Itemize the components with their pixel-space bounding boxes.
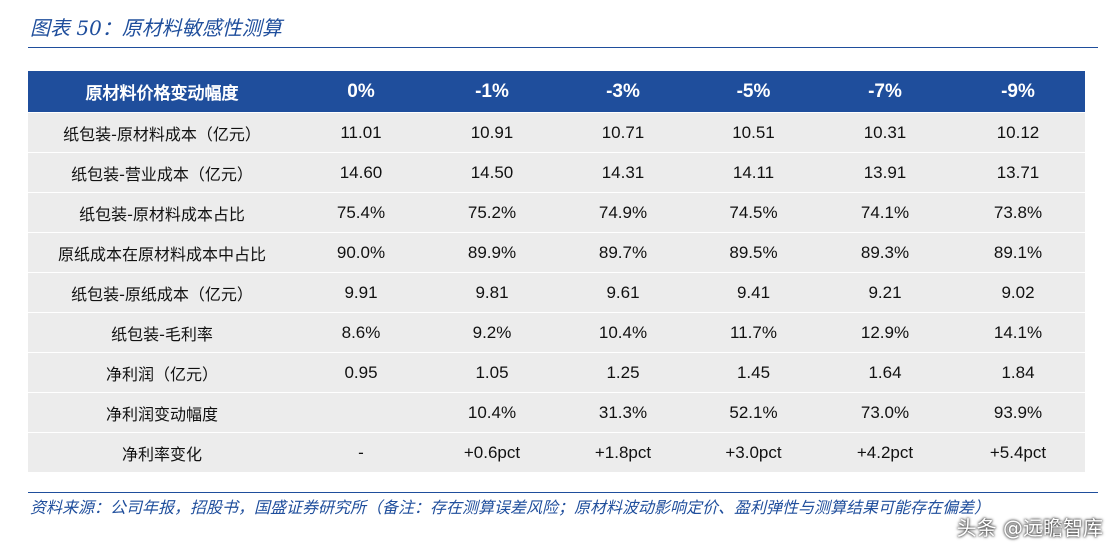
row-label: 净利润（亿元） [28,353,296,392]
table-cell: 89.7% [558,233,688,272]
table-row: 纸包装-毛利率 8.6% 9.2% 10.4% 11.7% 12.9% 14.1% [28,313,1085,352]
header-cell: -1% [426,71,558,112]
figure-title: 图表 50：原材料敏感性测算 [30,16,282,40]
table-cell: 31.3% [558,393,688,432]
row-label: 纸包装-原纸成本（亿元） [28,273,296,312]
header-cell: -3% [558,71,688,112]
table-cell: 73.0% [819,393,951,432]
table-cell: 89.1% [951,233,1085,272]
table-cell: 75.4% [296,193,426,232]
table-header-row: 原材料价格变动幅度 0% -1% -3% -5% -7% -9% [28,71,1085,112]
table-cell: 14.50 [426,153,558,192]
table-cell: 8.6% [296,313,426,352]
table-cell: 14.1% [951,313,1085,352]
row-label: 纸包装-毛利率 [28,313,296,352]
table-cell: - [296,433,426,472]
table-cell: 52.1% [688,393,819,432]
watermark: 头条 @远瞻智库 [956,516,1103,540]
table-cell: 90.0% [296,233,426,272]
table-cell: 10.31 [819,113,951,152]
table-cell: 93.9% [951,393,1085,432]
table-cell: +4.2pct [819,433,951,472]
table-cell: 9.02 [951,273,1085,312]
header-cell: -9% [951,71,1085,112]
table-row: 净利率变化 - +0.6pct +1.8pct +3.0pct +4.2pct +5.4pc… [28,433,1085,472]
table-row: 纸包装-原材料成本（亿元） 11.01 10.91 10.71 10.51 10.31 10… [28,113,1085,152]
footer-divider [28,492,1098,493]
table-cell: 74.1% [819,193,951,232]
table-cell: 74.9% [558,193,688,232]
header-cell-label: 原材料价格变动幅度 [28,71,296,112]
table-cell: 73.8% [951,193,1085,232]
row-label: 纸包装-营业成本（亿元） [28,153,296,192]
table-row: 原纸成本在原材料成本中占比 90.0% 89.9% 89.7% 89.5% 89.3% 89… [28,233,1085,272]
table-cell: 10.4% [426,393,558,432]
table-cell: +3.0pct [688,433,819,472]
row-label: 原纸成本在原材料成本中占比 [28,233,296,272]
table-row: 纸包装-营业成本（亿元） 14.60 14.50 14.31 14.11 13.91 13.… [28,153,1085,192]
title-divider [28,47,1098,48]
table-cell: 74.5% [688,193,819,232]
table-row: 净利润（亿元） 0.95 1.05 1.25 1.45 1.64 1.84 [28,353,1085,392]
row-label: 净利率变化 [28,433,296,472]
table-cell: 89.3% [819,233,951,272]
header-cell: 0% [296,71,426,112]
table-row: 纸包装-原纸成本（亿元） 9.91 9.81 9.61 9.41 9.21 9.02 [28,273,1085,312]
table-cell: 9.2% [426,313,558,352]
table-cell: 9.81 [426,273,558,312]
row-label: 纸包装-原材料成本（亿元） [28,113,296,152]
table-cell: 89.9% [426,233,558,272]
table-cell: +1.8pct [558,433,688,472]
table-row: 纸包装-原材料成本占比 75.4% 75.2% 74.9% 74.5% 74.1% 73.8… [28,193,1085,232]
table-cell: 14.60 [296,153,426,192]
table-cell: 0.95 [296,353,426,392]
table-cell: 10.4% [558,313,688,352]
table-cell: 12.9% [819,313,951,352]
table-cell: 75.2% [426,193,558,232]
sensitivity-table: 原材料价格变动幅度 0% -1% -3% -5% -7% -9% 纸包装-原材料… [28,70,1085,473]
table-cell: 1.45 [688,353,819,392]
table-cell: 11.7% [688,313,819,352]
table-row: 净利润变动幅度 10.4% 31.3% 52.1% 73.0% 93.9% [28,393,1085,432]
table-cell: 10.71 [558,113,688,152]
table-cell: +0.6pct [426,433,558,472]
header-cell: -5% [688,71,819,112]
table-cell: 9.41 [688,273,819,312]
table-cell [296,393,426,432]
row-label: 纸包装-原材料成本占比 [28,193,296,232]
table-cell: 10.91 [426,113,558,152]
table-cell: 1.64 [819,353,951,392]
table-cell: 13.91 [819,153,951,192]
table-cell: 9.21 [819,273,951,312]
table-cell: 1.25 [558,353,688,392]
table-cell: 14.31 [558,153,688,192]
table-cell: 9.91 [296,273,426,312]
table-cell: 89.5% [688,233,819,272]
table-cell: 1.84 [951,353,1085,392]
table-cell: +5.4pct [951,433,1085,472]
row-label: 净利润变动幅度 [28,393,296,432]
table-cell: 13.71 [951,153,1085,192]
table-cell: 9.61 [558,273,688,312]
table-cell: 10.51 [688,113,819,152]
source-note: 资料来源：公司年报，招股书，国盛证券研究所（备注：存在测算误差风险；原材料波动影… [30,498,991,517]
table-cell: 10.12 [951,113,1085,152]
table-cell: 1.05 [426,353,558,392]
header-cell: -7% [819,71,951,112]
table-cell: 11.01 [296,113,426,152]
table-cell: 14.11 [688,153,819,192]
